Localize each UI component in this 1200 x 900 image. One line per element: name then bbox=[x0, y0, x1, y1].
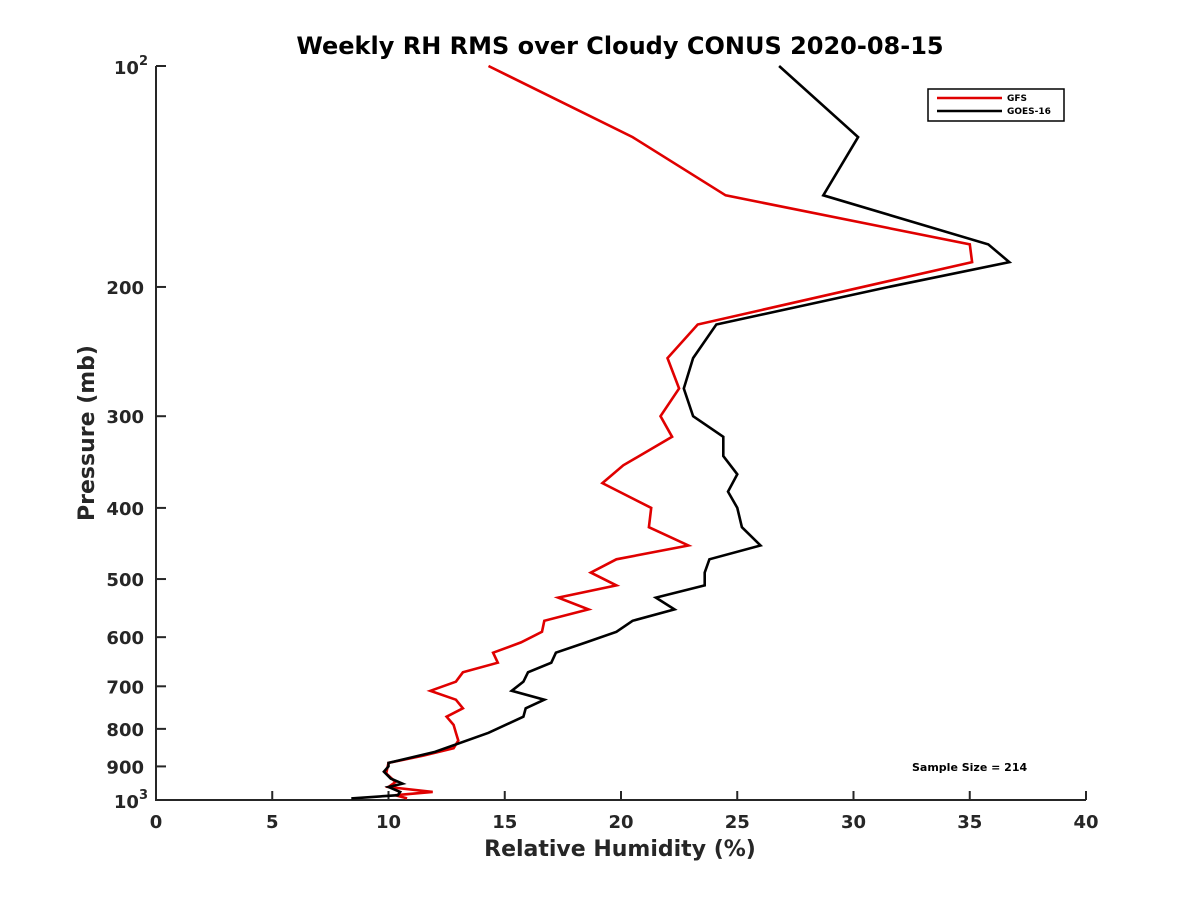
y-tick-label: 700 bbox=[106, 677, 144, 698]
y-tick-label: 200 bbox=[106, 278, 144, 299]
x-tick-label: 20 bbox=[608, 812, 633, 833]
legend-box bbox=[927, 88, 1065, 122]
series-line-goes-16 bbox=[351, 65, 1013, 800]
y-tick-label: 900 bbox=[106, 757, 144, 778]
y-tick-label: 102 bbox=[114, 54, 148, 79]
x-tick-label: 0 bbox=[150, 812, 163, 833]
x-tick-label: 15 bbox=[492, 812, 517, 833]
x-ticks: 0 5 10 15 20 25 30 35 40 bbox=[150, 791, 1099, 833]
y-tick-label-exponent: 3 bbox=[139, 788, 148, 803]
plot-area bbox=[155, 66, 1086, 801]
series-line-gfs bbox=[384, 64, 974, 800]
y-tick-label: 103 bbox=[114, 788, 148, 813]
y-axis-label: Pressure (mb) bbox=[75, 345, 100, 521]
series-layer bbox=[351, 64, 1013, 800]
y-tick-label: 500 bbox=[106, 570, 144, 591]
y-tick-label: 600 bbox=[106, 628, 144, 649]
legend-label-gfs: GFS bbox=[1007, 94, 1027, 104]
x-tick-label: 40 bbox=[1073, 812, 1098, 833]
y-tick-label-base: 10 bbox=[114, 58, 139, 79]
x-tick-label: 30 bbox=[841, 812, 866, 833]
y-tick-label: 300 bbox=[106, 407, 144, 428]
x-tick-label: 25 bbox=[725, 812, 750, 833]
x-axis-label: Relative Humidity (%) bbox=[484, 837, 756, 862]
y-tick-label: 400 bbox=[106, 499, 144, 520]
chart-title: Weekly RH RMS over Cloudy CONUS 2020-08-… bbox=[296, 32, 943, 60]
x-tick-label: 5 bbox=[266, 812, 279, 833]
sample-size-annotation: Sample Size = 214 bbox=[912, 761, 1027, 774]
y-tick-label-exponent: 2 bbox=[139, 54, 148, 69]
legend-label-goes-16: GOES-16 bbox=[1007, 107, 1051, 117]
x-tick-label: 10 bbox=[376, 812, 401, 833]
x-tick-label: 35 bbox=[957, 812, 982, 833]
y-tick-label: 800 bbox=[106, 720, 144, 741]
y-tick-label-base: 10 bbox=[114, 792, 139, 813]
legend: GFS GOES-16 bbox=[927, 88, 1065, 122]
